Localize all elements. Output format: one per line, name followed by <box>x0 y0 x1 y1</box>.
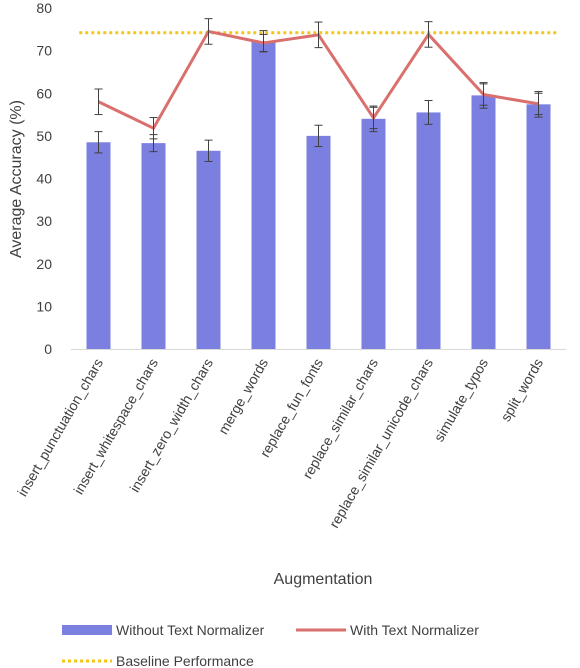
y-axis-title: Average Accuracy (%) <box>8 100 25 258</box>
line-error-bar <box>479 83 488 106</box>
line-error-bar <box>259 33 268 52</box>
line-error-bar <box>204 18 213 45</box>
y-tick-label: 80 <box>36 0 52 16</box>
bars <box>86 41 551 350</box>
bar <box>141 143 166 349</box>
bar-error-bar <box>204 139 213 162</box>
bar-error-bar <box>94 131 103 154</box>
y-tick-label: 30 <box>36 213 52 229</box>
bar-error-bar <box>314 124 323 148</box>
bar <box>306 135 331 349</box>
bar <box>196 150 221 349</box>
y-tick-label: 60 <box>36 85 52 101</box>
bar <box>86 142 111 349</box>
y-tick-label: 70 <box>36 43 52 59</box>
legend-swatch-without-normalizer <box>62 625 112 635</box>
line-error-bar <box>534 92 543 116</box>
y-tick-label: 20 <box>36 256 52 272</box>
x-axis-title: Augmentation <box>274 571 373 588</box>
x-tick-label: replace_similar_unicode_chars <box>326 356 436 531</box>
line-error-bars <box>94 18 543 140</box>
legend-label-with-normalizer: With Text Normalizer <box>350 622 479 638</box>
legend-label-without-normalizer: Without Text Normalizer <box>116 622 265 638</box>
x-tick-label: simulate_typos <box>431 356 492 445</box>
x-ticks: insert_punctuation_charsinsert_whitespac… <box>14 356 546 531</box>
y-tick-label: 40 <box>36 171 52 187</box>
x-tick-label: split_words <box>497 356 546 425</box>
line-error-bar <box>314 21 323 49</box>
bar <box>251 41 276 350</box>
y-tick-label: 0 <box>44 341 52 357</box>
bar <box>416 112 441 350</box>
line-error-bar <box>149 117 158 140</box>
x-tick-label: merge_words <box>215 356 271 437</box>
bar <box>526 104 551 350</box>
bar-error-bar <box>424 99 433 125</box>
line-error-bar <box>369 106 378 130</box>
legend-label-baseline: Baseline Performance <box>116 653 254 668</box>
line-error-bar <box>424 21 433 48</box>
line-error-bar <box>94 88 103 116</box>
bar <box>361 118 386 349</box>
y-ticks: 0 10 20 30 40 50 60 70 80 <box>36 0 52 357</box>
y-tick-label: 10 <box>36 298 52 314</box>
legend: Without Text Normalizer With Text Normal… <box>62 622 479 668</box>
bar <box>471 95 496 349</box>
y-tick-label: 50 <box>36 128 52 144</box>
